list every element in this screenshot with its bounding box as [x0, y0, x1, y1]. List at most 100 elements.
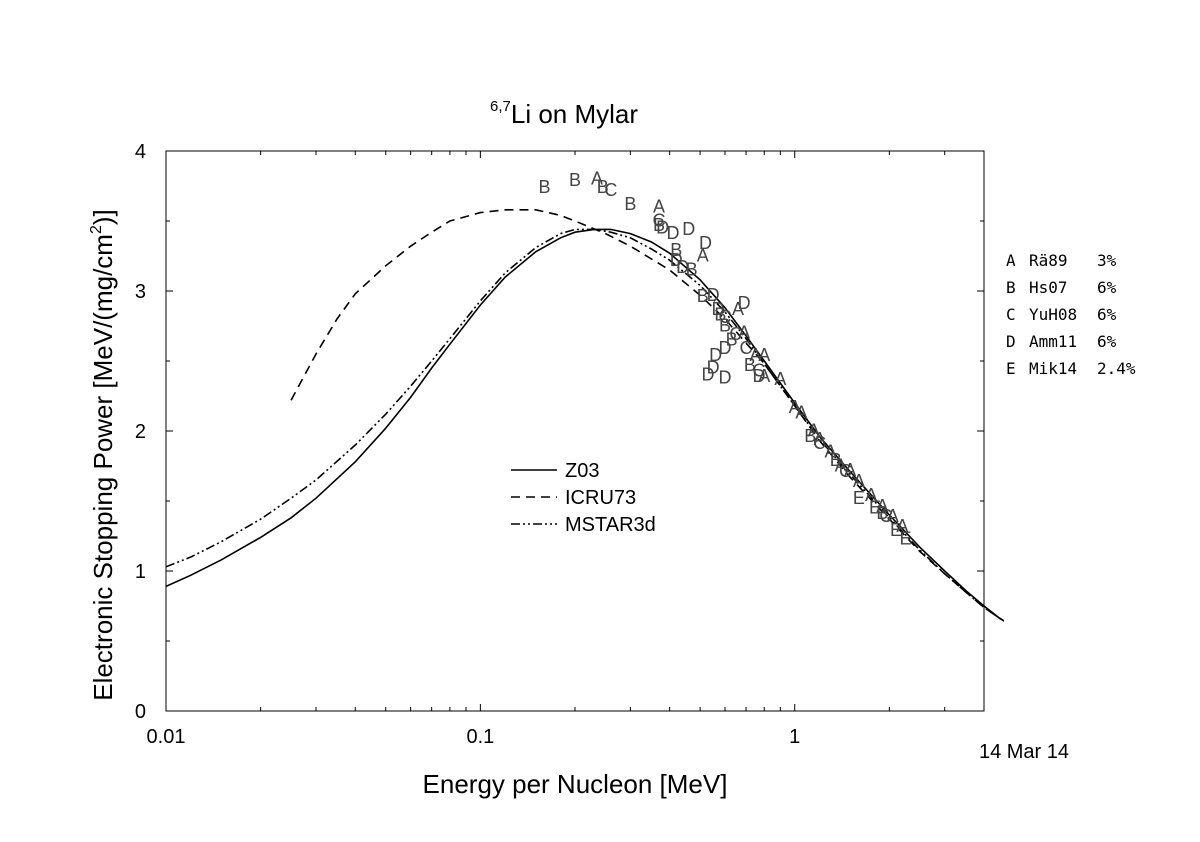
marker-d: D	[718, 338, 731, 358]
data-legend-name: Mik14	[1029, 359, 1077, 378]
y-tick-label: 2	[135, 421, 146, 443]
marker-b: B	[569, 170, 581, 190]
curve-mstar3d	[166, 228, 1004, 622]
marker-b: B	[744, 355, 756, 375]
chart-title: 6,7Li on Mylar	[490, 98, 638, 129]
marker-a: A	[591, 169, 603, 189]
marker-c: C	[879, 506, 892, 526]
curve-z03	[166, 228, 1004, 622]
marker-d: D	[656, 218, 669, 238]
marker-a: A	[738, 323, 750, 343]
marker-d: D	[738, 293, 751, 313]
data-legend-name: Hs07	[1029, 278, 1068, 297]
marker-b: B	[719, 316, 731, 336]
marker-d: D	[707, 285, 720, 305]
marker-e: E	[869, 498, 881, 518]
marker-d: D	[699, 233, 712, 253]
marker-c: C	[729, 324, 742, 344]
data-legend-name: YuH08	[1029, 305, 1077, 324]
marker-c: C	[839, 461, 852, 481]
legend-label-mstar3d: MSTAR3d	[565, 514, 656, 536]
line-legend: Z03 ICRU73 MSTAR3d	[511, 460, 656, 536]
marker-d: D	[753, 366, 766, 386]
marker-e: E	[890, 520, 902, 540]
data-legend-name: Rä89	[1029, 251, 1068, 270]
marker-b: B	[804, 426, 816, 446]
y-axis-label-tail: )]	[88, 209, 118, 225]
marker-a: A	[865, 485, 877, 505]
y-axis-label-sup: 2	[88, 225, 105, 234]
marker-d: D	[676, 257, 689, 277]
y-tick-label: 4	[135, 141, 146, 163]
data-legend-uncertainty: 6%	[1097, 278, 1117, 297]
marker-c: C	[718, 307, 731, 327]
marker-a: A	[795, 402, 807, 422]
curves	[166, 209, 1004, 622]
marker-a: A	[749, 345, 761, 365]
marker-b: B	[726, 330, 738, 350]
marker-e: E	[853, 488, 865, 508]
marker-a: A	[887, 506, 899, 526]
marker-a: A	[774, 369, 786, 389]
marker-a: A	[758, 366, 770, 386]
marker-b: B	[597, 177, 609, 197]
data-legend-uncertainty: 6%	[1097, 332, 1117, 351]
marker-b: B	[670, 240, 682, 260]
y-axis-label-main: Electronic Stopping Power [MeV/(mg/cm	[88, 234, 118, 701]
x-tick-label: 0.1	[466, 726, 494, 748]
marker-a: A	[732, 299, 744, 319]
data-legend-marker: B	[1006, 278, 1016, 297]
date-stamp: 14 Mar 14	[979, 741, 1069, 763]
data-legend-uncertainty: 3%	[1097, 251, 1117, 270]
data-legend-name: Amm11	[1029, 332, 1077, 351]
marker-a: A	[808, 421, 820, 441]
legend-label-z03: Z03	[565, 460, 599, 482]
marker-a: A	[697, 246, 709, 266]
data-legend-uncertainty: 2.4%	[1097, 359, 1136, 378]
data-legend: A Rä89 3% B Hs07 6% C YuH08 6% D Amm11 6% E Mik14 2.4%	[1006, 251, 1136, 378]
marker-a: A	[758, 345, 770, 365]
marker-a: A	[814, 429, 826, 449]
marker-a: A	[853, 471, 865, 491]
data-legend-marker: A	[1006, 251, 1016, 270]
data-legend-marker: C	[1006, 305, 1016, 324]
marker-a: A	[844, 460, 856, 480]
marker-b: B	[697, 286, 709, 306]
marker-d: D	[711, 299, 724, 319]
axis-ticks: 0.01 0.1 1 0 1 2 3 4	[135, 141, 985, 748]
data-legend-marker: E	[1006, 359, 1016, 378]
y-tick-label: 0	[135, 701, 146, 723]
marker-c: C	[740, 338, 753, 358]
marker-e: E	[899, 528, 911, 548]
marker-d: D	[718, 367, 731, 387]
marker-a: A	[876, 496, 888, 516]
legend-label-icru73: ICRU73	[565, 487, 636, 509]
marker-b: B	[624, 194, 636, 214]
marker-d: D	[702, 365, 715, 385]
marker-b: B	[830, 450, 842, 470]
marker-b: B	[876, 503, 888, 523]
marker-a: A	[789, 397, 801, 417]
marker-b: B	[714, 304, 726, 324]
y-tick-label: 3	[135, 281, 146, 303]
marker-c: C	[604, 180, 617, 200]
y-axis-label: Electronic Stopping Power [MeV/(mg/cm2)]	[88, 209, 118, 701]
chart-title-main: Li on Mylar	[511, 99, 638, 129]
marker-c: C	[813, 433, 826, 453]
marker-a: A	[835, 456, 847, 476]
marker-b: B	[653, 215, 665, 235]
x-tick-label: 0.01	[147, 726, 186, 748]
marker-a: A	[825, 442, 837, 462]
marker-d: D	[707, 358, 720, 378]
chart-title-sup: 6,7	[490, 98, 511, 115]
x-tick-label: 1	[789, 726, 800, 748]
marker-c: C	[753, 360, 766, 380]
data-legend-marker: D	[1006, 332, 1016, 351]
marker-d: D	[682, 219, 695, 239]
y-tick-label: 1	[135, 561, 146, 583]
marker-a: A	[653, 197, 665, 217]
marker-d: D	[709, 345, 722, 365]
curve-icru73	[290, 209, 1004, 622]
